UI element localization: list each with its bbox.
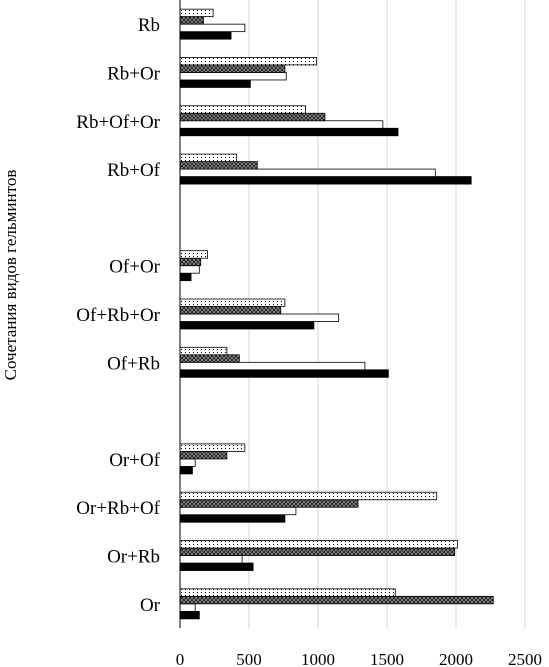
bar-or-rb-of-s4 bbox=[179, 491, 438, 501]
x-tick-label: 2000 bbox=[439, 650, 473, 667]
category-label: Rb+Of+Or bbox=[76, 112, 160, 133]
x-tick-label: 1000 bbox=[301, 650, 335, 667]
bar-of-rb-s2 bbox=[179, 361, 366, 371]
bar-rb-s1 bbox=[179, 31, 232, 40]
bar-of-rb-s3 bbox=[179, 354, 240, 363]
category-label: Or bbox=[140, 595, 161, 616]
bar-rb-of-or-s1 bbox=[179, 127, 399, 137]
bar-or-of-s2 bbox=[179, 458, 196, 467]
category-labels: Rb Rb+Or Rb+Of+Or Rb+Of Of+Or Of+Rb+Or Of+Rb Or… bbox=[76, 15, 160, 616]
bar-of-rb-or-s2 bbox=[179, 313, 340, 322]
bar-or-s1 bbox=[179, 610, 200, 620]
bar-or-rb-of-s3 bbox=[179, 499, 359, 508]
bar-rb-s4 bbox=[179, 8, 214, 18]
category-label: Rb+Of bbox=[107, 160, 161, 181]
category-label: Or+Of bbox=[109, 450, 160, 471]
bar-rb-of-or-s2 bbox=[179, 120, 384, 129]
bar-of-rb-or-s4 bbox=[179, 298, 286, 307]
category-label: Rb+Or bbox=[107, 63, 161, 84]
bar-or-rb-s3 bbox=[179, 547, 456, 556]
bar-rb-of-or-s4 bbox=[179, 105, 306, 114]
bar-rb-s2 bbox=[179, 23, 246, 33]
category-label: Of+Rb bbox=[107, 353, 160, 374]
bar-or-rb-s1 bbox=[179, 562, 254, 571]
bar-of-or-s3 bbox=[179, 257, 202, 267]
grid-lines bbox=[248, 0, 526, 628]
category-label: Or+Rb bbox=[107, 547, 160, 568]
bar-of-rb-or-s3 bbox=[179, 306, 282, 315]
bar-rb-or-s4 bbox=[179, 57, 318, 66]
bar-or-rb-of-s2 bbox=[179, 506, 297, 516]
bar-rb-of-s2 bbox=[179, 168, 436, 177]
bar-of-rb-or-s1 bbox=[179, 321, 315, 330]
bar-or-rb-s4 bbox=[179, 540, 458, 549]
bar-of-rb-s4 bbox=[179, 346, 228, 356]
bar-rb-of-s4 bbox=[179, 153, 237, 162]
bar-rb-or-s2 bbox=[179, 72, 287, 81]
bar-of-rb-s1 bbox=[179, 369, 389, 378]
bar-or-of-s3 bbox=[179, 451, 228, 460]
bar-rb-of-s1 bbox=[179, 176, 472, 185]
bar-rb-s3 bbox=[179, 16, 204, 25]
bar-rb-or-s3 bbox=[179, 64, 286, 73]
bar-of-or-s1 bbox=[179, 272, 192, 282]
bar-rb-or-s1 bbox=[179, 79, 251, 88]
bar-of-or-s4 bbox=[179, 250, 209, 259]
category-label: Of+Rb+Or bbox=[76, 305, 160, 326]
x-tick-label: 2500 bbox=[508, 650, 542, 667]
x-tick-label: 0 bbox=[176, 650, 185, 667]
bar-or-rb-of-s1 bbox=[179, 514, 286, 523]
bar-or-of-s4 bbox=[179, 443, 246, 452]
category-label: Rb bbox=[138, 15, 160, 36]
bar-or-rb-s2 bbox=[179, 555, 243, 564]
category-label: Or+Rb+Of bbox=[76, 498, 160, 519]
bar-or-s3 bbox=[179, 595, 494, 605]
bar-or-s4 bbox=[179, 588, 396, 597]
bar-or-s2 bbox=[179, 603, 196, 612]
y-axis-title: Сочетания видов гельминтов bbox=[1, 170, 20, 381]
bar-rb-of-s3 bbox=[179, 161, 258, 170]
x-tick-label: 1500 bbox=[370, 650, 404, 667]
bars bbox=[179, 8, 494, 620]
bar-or-of-s1 bbox=[179, 466, 193, 475]
bar-of-or-s2 bbox=[179, 265, 200, 274]
bar-rb-of-or-s3 bbox=[179, 112, 326, 122]
x-tick-labels: 0 500 1000 1500 2000 2500 bbox=[176, 650, 542, 667]
x-tick-label: 500 bbox=[236, 650, 262, 667]
category-label: Of+Or bbox=[109, 257, 160, 278]
